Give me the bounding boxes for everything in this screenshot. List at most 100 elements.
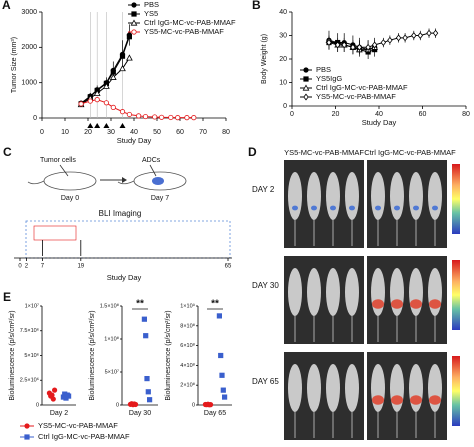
x-tick-label: 60 bbox=[176, 129, 184, 136]
legend-marker bbox=[131, 2, 137, 8]
mouse bbox=[428, 172, 442, 220]
arrow-head bbox=[122, 177, 127, 183]
signal bbox=[372, 299, 384, 309]
x-tick-label: 60 bbox=[419, 111, 427, 118]
colorbar bbox=[452, 260, 460, 330]
signal bbox=[292, 205, 298, 211]
legend-label: Ctrl IgG-MC-vc-PAB-MMAF bbox=[316, 83, 408, 92]
row-label: DAY 65 bbox=[252, 377, 279, 386]
signal bbox=[394, 205, 400, 211]
data-point bbox=[220, 387, 226, 393]
y-tick-label: 0 bbox=[192, 402, 195, 408]
data-point bbox=[142, 113, 149, 120]
y-tick-label: 0 bbox=[283, 103, 287, 110]
mouse-tail bbox=[117, 180, 135, 185]
data-point bbox=[119, 109, 126, 115]
data-point bbox=[216, 313, 222, 319]
significance: ** bbox=[136, 299, 144, 310]
data-point bbox=[191, 115, 197, 121]
mouse-tail bbox=[27, 180, 45, 185]
y-tick-label: 5×10⁶ bbox=[24, 352, 39, 359]
signal bbox=[330, 205, 336, 211]
data-point bbox=[387, 36, 393, 44]
x-axis-label: Study Day bbox=[362, 118, 397, 127]
mouse bbox=[345, 268, 359, 316]
dosing-triangle bbox=[94, 123, 101, 128]
y-tick-label: 3000 bbox=[21, 9, 37, 16]
axes bbox=[121, 306, 158, 406]
mouse bbox=[326, 364, 340, 412]
mouse bbox=[371, 172, 385, 220]
y-tick-label: 4×10⁸ bbox=[180, 362, 195, 369]
panel-label: C bbox=[3, 145, 12, 159]
mouse bbox=[409, 172, 423, 220]
y-tick-label: 0 bbox=[116, 402, 119, 408]
legend-marker bbox=[24, 423, 30, 429]
signal bbox=[410, 395, 422, 405]
mouse-icon bbox=[43, 171, 97, 191]
legend-marker bbox=[303, 76, 309, 82]
signal bbox=[349, 205, 355, 211]
signal bbox=[391, 395, 403, 405]
data-point bbox=[133, 401, 139, 408]
dosing-triangle bbox=[87, 123, 94, 128]
caption: Tumor cells bbox=[40, 157, 76, 164]
data-point bbox=[168, 114, 174, 121]
data-point bbox=[141, 316, 147, 322]
data-point bbox=[371, 41, 378, 49]
y-tick-label: 2×10⁸ bbox=[180, 382, 195, 389]
timeline-label: 7 bbox=[41, 264, 45, 270]
y-tick-label: 0 bbox=[36, 402, 39, 408]
signal bbox=[391, 299, 403, 309]
mouse bbox=[288, 364, 302, 412]
x-tick-label: 20 bbox=[332, 111, 340, 118]
y-tick-label: 5×10⁷ bbox=[105, 368, 119, 375]
legend-marker bbox=[24, 434, 30, 440]
data-point bbox=[66, 393, 72, 399]
timeline-label: 65 bbox=[225, 264, 232, 270]
signal bbox=[311, 205, 317, 211]
data-point bbox=[356, 43, 363, 51]
axes bbox=[41, 306, 76, 406]
data-point bbox=[126, 111, 132, 118]
data-point bbox=[119, 53, 126, 59]
data-point bbox=[334, 41, 341, 49]
axes bbox=[197, 306, 232, 406]
y-axis-label: Tumor Size (mm³) bbox=[11, 37, 18, 93]
data-point bbox=[119, 65, 126, 72]
y-tick-label: 30 bbox=[279, 32, 287, 39]
y-axis-label: Body Weight (g) bbox=[261, 34, 268, 84]
y-tick-label: 2000 bbox=[21, 44, 37, 51]
legend-marker bbox=[303, 93, 309, 101]
x-tick-label: Day 30 bbox=[129, 410, 151, 417]
legend-marker bbox=[130, 19, 138, 26]
colorbar bbox=[452, 356, 460, 426]
data-point bbox=[51, 387, 58, 393]
data-point bbox=[103, 100, 110, 106]
tumor bbox=[152, 177, 164, 185]
signal bbox=[429, 395, 441, 405]
signal bbox=[429, 299, 441, 309]
legend-marker bbox=[131, 29, 137, 35]
data-point bbox=[50, 396, 56, 402]
timeline-label: 0 bbox=[18, 264, 22, 270]
mouse bbox=[390, 172, 404, 220]
x-tick-label: Day 65 bbox=[204, 410, 226, 417]
legend-marker bbox=[302, 84, 310, 91]
dosing-box bbox=[33, 225, 77, 241]
x-tick-label: 80 bbox=[222, 129, 230, 136]
needle bbox=[59, 164, 69, 177]
legend-label: PBS bbox=[144, 0, 159, 9]
y-tick-label: 1×10⁸ bbox=[104, 335, 119, 342]
signal bbox=[372, 395, 384, 405]
y-tick-label: 10 bbox=[279, 79, 287, 86]
y-tick-label: 1000 bbox=[21, 80, 37, 87]
mouse bbox=[326, 268, 340, 316]
data-point bbox=[365, 43, 371, 51]
y-tick-label: 2.5×10⁶ bbox=[20, 377, 39, 384]
y-tick-label: 20 bbox=[279, 56, 287, 63]
y-axis-label: Bioluminescence (p/s/cm²/sr) bbox=[165, 310, 172, 400]
legend-label: YS5-MC-vc-PAB-MMAF bbox=[316, 92, 396, 101]
signal bbox=[413, 205, 419, 211]
y-tick-label: 8×10⁸ bbox=[180, 322, 195, 329]
